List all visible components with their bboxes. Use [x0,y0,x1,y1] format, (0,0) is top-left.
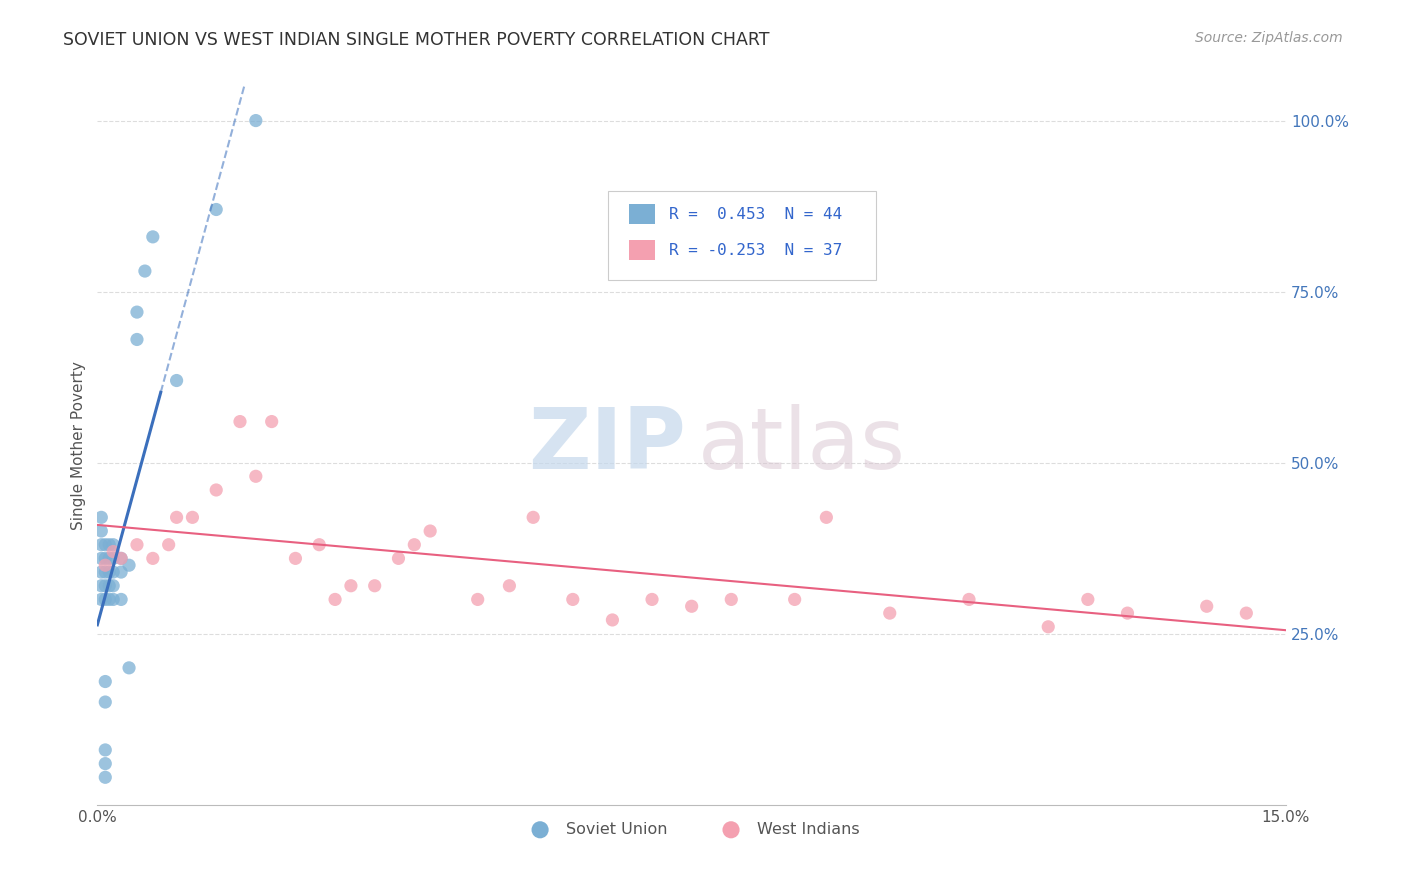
Point [98,551,121,566]
Point [387,551,409,566]
Point [404,538,426,552]
Point [1234,606,1257,620]
Point [125,538,148,552]
Point [94,756,117,771]
Point [103,592,125,607]
Text: atlas: atlas [697,404,905,487]
Point [94,558,117,573]
Point [229,415,252,429]
Point [522,510,544,524]
Point [94,579,117,593]
Point [1116,606,1139,620]
Point [90,579,112,593]
Point [125,305,148,319]
Text: R = -0.253  N = 37: R = -0.253 N = 37 [669,243,842,258]
Point [205,202,228,217]
Point [90,524,112,538]
Point [1077,592,1099,607]
Point [98,579,121,593]
Point [879,606,901,620]
Point [260,415,283,429]
Point [110,551,132,566]
Point [1195,599,1218,614]
Point [94,592,117,607]
Text: SOVIET UNION VS WEST INDIAN SINGLE MOTHER POVERTY CORRELATION CHART: SOVIET UNION VS WEST INDIAN SINGLE MOTHE… [63,31,769,49]
Point [118,558,141,573]
Point [1038,620,1060,634]
Point [94,743,117,757]
Point [125,333,148,347]
Point [641,592,664,607]
Text: Source: ZipAtlas.com: Source: ZipAtlas.com [1195,31,1343,45]
Point [783,592,806,607]
Point [98,538,121,552]
Point [363,579,385,593]
Point [103,551,125,566]
Point [419,524,441,538]
Point [181,510,204,524]
FancyBboxPatch shape [628,204,655,224]
Point [957,592,980,607]
Point [815,510,838,524]
Point [467,592,489,607]
Point [205,483,228,497]
Point [118,661,141,675]
Point [498,579,520,593]
Point [90,565,112,579]
Point [103,579,125,593]
Point [323,592,346,607]
Point [134,264,156,278]
Point [166,374,188,388]
Point [245,113,267,128]
Point [110,592,132,607]
Point [308,538,330,552]
Text: ZIP: ZIP [529,404,686,487]
Point [94,551,117,566]
Point [681,599,703,614]
Point [110,551,132,566]
Point [157,538,180,552]
Point [94,565,117,579]
Point [720,592,742,607]
Point [90,551,112,566]
Text: R =  0.453  N = 44: R = 0.453 N = 44 [669,207,842,222]
Point [94,695,117,709]
FancyBboxPatch shape [609,191,876,280]
Point [94,674,117,689]
FancyBboxPatch shape [628,240,655,260]
Y-axis label: Single Mother Poverty: Single Mother Poverty [72,361,86,530]
Point [110,565,132,579]
Point [284,551,307,566]
Point [103,565,125,579]
Point [142,551,165,566]
Point [98,565,121,579]
Point [94,538,117,552]
Point [94,770,117,784]
Point [245,469,267,483]
Point [90,592,112,607]
Point [561,592,583,607]
Point [90,510,112,524]
Point [98,592,121,607]
Point [340,579,363,593]
Legend: Soviet Union, West Indians: Soviet Union, West Indians [517,815,866,843]
Point [90,538,112,552]
Point [602,613,624,627]
Point [166,510,188,524]
Point [142,230,165,244]
Point [103,538,125,552]
Point [103,544,125,558]
